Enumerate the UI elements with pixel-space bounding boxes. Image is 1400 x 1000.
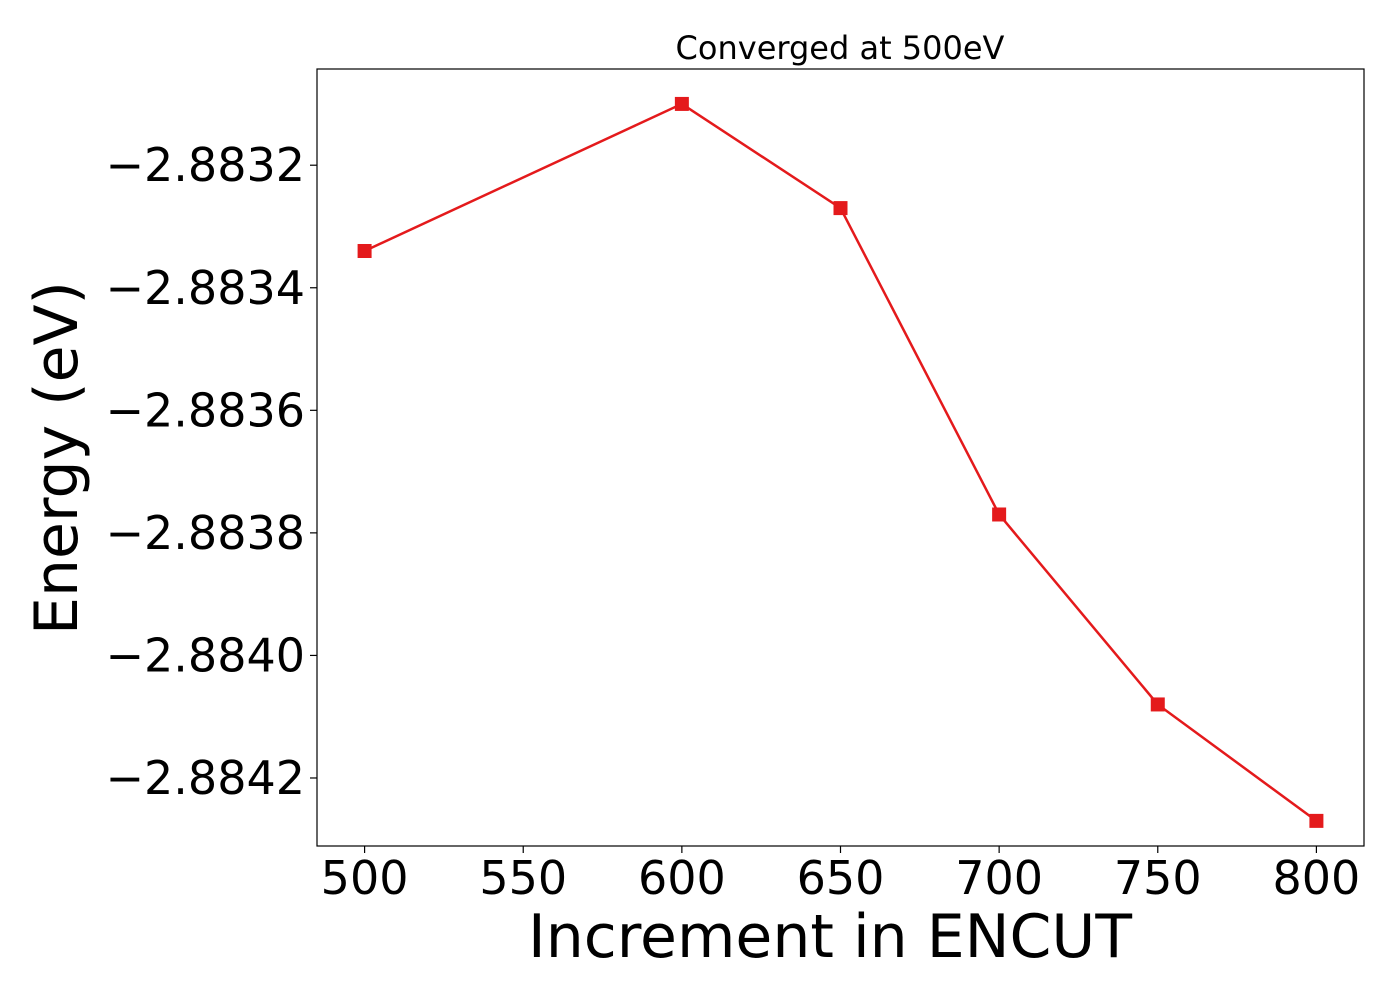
y-tick-label: −2.8836	[106, 383, 306, 437]
data-point	[833, 201, 848, 216]
data-point	[1309, 813, 1324, 828]
x-tick-label: 550	[479, 851, 567, 905]
y-tick-label: −2.8842	[106, 751, 306, 805]
x-tick-label: 750	[1114, 851, 1202, 905]
x-axis: 500 550 600 650 700 750 800	[321, 846, 1361, 905]
x-tick-label: 650	[797, 851, 885, 905]
chart-title: Converged at 500eV	[676, 29, 1005, 67]
data-point	[357, 243, 372, 258]
y-axis: −2.8832 −2.8834 −2.8836 −2.8838 −2.8840 −2.88…	[106, 138, 317, 805]
data-point	[1150, 697, 1165, 712]
x-tick-label: 800	[1273, 851, 1361, 905]
x-tick-label: 600	[638, 851, 726, 905]
data-point	[992, 507, 1007, 522]
data-series	[357, 96, 1324, 828]
y-tick-label: −2.8832	[106, 138, 306, 192]
y-tick-label: −2.8834	[106, 261, 306, 315]
y-axis-label: Energy (eV)	[22, 281, 92, 635]
y-tick-label: −2.8838	[106, 506, 306, 560]
x-axis-label: Increment in ENCUT	[528, 902, 1132, 972]
data-point	[674, 96, 689, 111]
x-tick-label: 500	[321, 851, 409, 905]
plot-area	[316, 68, 1365, 847]
y-tick-label: −2.8840	[106, 628, 306, 682]
x-tick-label: 700	[955, 851, 1043, 905]
series-line	[364, 102, 1318, 822]
